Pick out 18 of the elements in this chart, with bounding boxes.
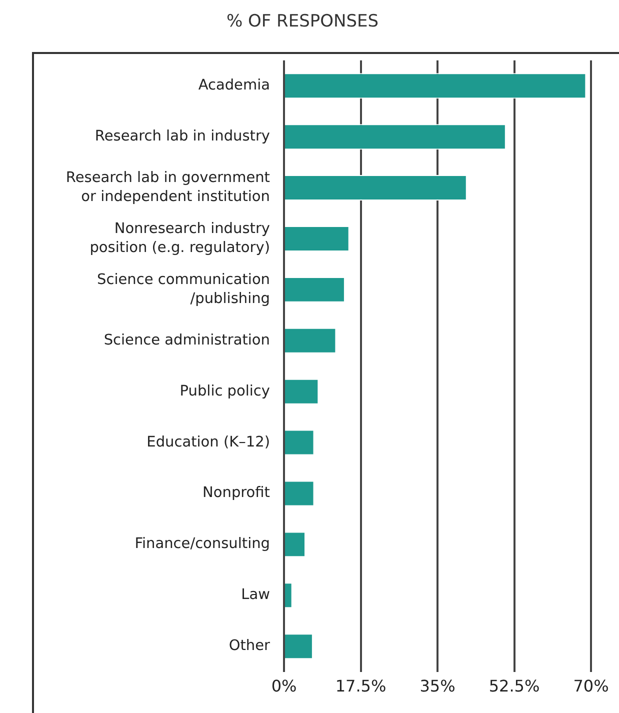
y-tick-label: Other (228, 638, 270, 654)
y-tick-label: Nonprofit (202, 485, 270, 502)
x-tick-label: 70% (573, 676, 609, 696)
y-tick-label: Research lab in industry (94, 128, 270, 145)
chart-title: % OF RESPONSES (226, 12, 379, 32)
y-tick-label: Science communication /publishing (97, 272, 270, 307)
y-tick-label: Academia (198, 78, 270, 94)
y-tick-label: Law (241, 587, 270, 604)
x-tick-label: 17.5% (335, 676, 386, 696)
y-tick-label: Finance/consulting (134, 536, 270, 552)
y-tick-label: Public policy (180, 383, 270, 400)
x-tick-label: 35% (420, 676, 456, 696)
y-tick-label: Nonresearch industry position (e.g. regulatory) (90, 221, 270, 256)
x-tick-label: 52.5% (488, 676, 540, 696)
y-tick-label: Research lab in government or independent institution (66, 170, 270, 205)
y-tick-label: Education (K–12) (146, 434, 270, 450)
y-tick-label: Science administration (104, 332, 270, 348)
x-tick-label: 0% (271, 676, 297, 696)
